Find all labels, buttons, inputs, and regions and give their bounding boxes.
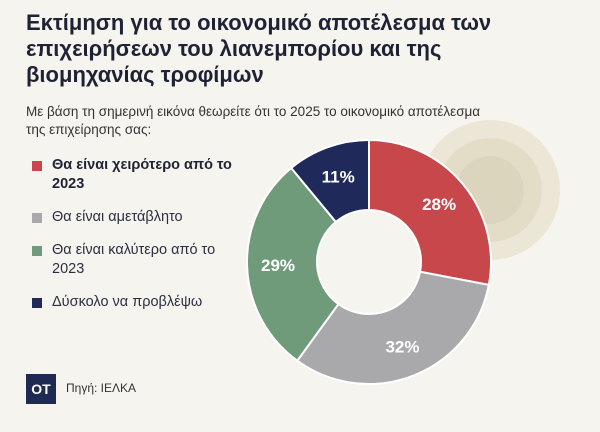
legend-swatch-same bbox=[32, 213, 42, 223]
donut-slice-same bbox=[295, 270, 491, 385]
donut-slice-labels: 28% 32% 29% 11% bbox=[261, 167, 456, 356]
legend-item-worse: Θα είναι χειρότερο από το 2023 bbox=[32, 156, 242, 194]
donut-slices bbox=[246, 138, 492, 385]
legend-item-unsure: Δύσκολο να προβλέψω bbox=[32, 293, 242, 312]
legend-swatch-better bbox=[32, 246, 42, 256]
legend-swatch-unsure bbox=[32, 298, 42, 308]
slice-label-same: 32% bbox=[385, 338, 419, 357]
legend-item-same: Θα είναι αμετάβλητο bbox=[32, 208, 242, 227]
slice-label-unsure: 11% bbox=[322, 167, 355, 186]
publisher-logo: OT bbox=[26, 374, 56, 404]
donut-slice-worse bbox=[368, 138, 492, 287]
legend-label-worse: Θα είναι χειρότερο από το 2023 bbox=[52, 157, 232, 192]
legend-label-unsure: Δύσκολο να προβλέψω bbox=[52, 294, 203, 310]
donut-slice-better bbox=[246, 166, 340, 363]
chart-legend: Θα είναι χειρότερο από το 2023 Θα είναι … bbox=[32, 156, 242, 326]
survey-question: Με βάση τη σημερινή εικόνα θεωρείτε ότι … bbox=[26, 104, 481, 137]
legend-item-better: Θα είναι καλύτερο από το 2023 bbox=[32, 241, 242, 279]
slice-label-worse: 28% bbox=[422, 195, 456, 214]
legend-label-same: Θα είναι αμετάβλητο bbox=[52, 209, 183, 225]
legend-swatch-worse bbox=[32, 161, 42, 171]
donut-slice-unsure bbox=[289, 138, 370, 224]
slice-label-better: 29% bbox=[261, 256, 295, 275]
legend-label-better: Θα είναι καλύτερο από το 2023 bbox=[52, 242, 216, 277]
source-note: Πηγή: ΙΕΛΚΑ bbox=[66, 381, 137, 395]
chart-title: Εκτίμηση για το οικονομικό αποτέλεσμα τω… bbox=[26, 10, 492, 87]
